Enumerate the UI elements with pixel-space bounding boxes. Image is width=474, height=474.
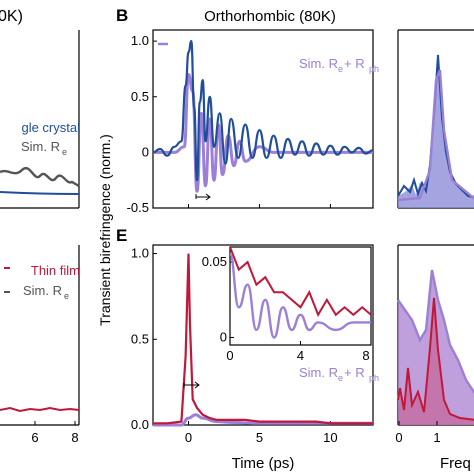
e-arrow-annotation <box>183 381 200 389</box>
x-axis-label: Time (ps) <box>232 455 295 472</box>
left-bottom-panel: 6 8 Thin film Sim. R e <box>0 245 80 445</box>
b-sim-curve <box>153 72 373 193</box>
e-sim-curve <box>152 413 373 427</box>
left-top-panel: gle crystal Sim. R e <box>0 30 80 209</box>
legend-sim-re-label-2: Sim. R <box>23 283 62 298</box>
e-ytick-label: 1.0 <box>131 246 149 261</box>
legend-sim-re-sub-2: e <box>64 291 69 301</box>
legend-crystal-label: gle crystal <box>21 120 80 135</box>
b-legend-plus: + R <box>344 56 365 71</box>
b-ytick-label: -0.5 <box>127 200 149 215</box>
b-crystal-curve <box>152 39 374 182</box>
panel-e: 1.0 0.5 0.0 0 5 10 Sim. R e + R ph 0.05 0 0 4 8 <box>131 244 379 445</box>
inset-xtick-label: 0 <box>226 348 233 363</box>
left-top-sim-curve <box>0 167 80 188</box>
b-legend-label: Sim. R <box>299 56 338 71</box>
e-film-curve <box>153 253 373 425</box>
right-tick-0: 0 <box>395 430 402 445</box>
legend-film-label: Thin film <box>31 263 80 278</box>
b-ytick-label: 0 <box>142 144 149 159</box>
e-xtick-label: 0 <box>185 430 192 445</box>
panel-letter-e: E <box>116 226 127 245</box>
inset-xtick-label: 4 <box>297 348 304 363</box>
b-legend-sub1: e <box>338 64 343 74</box>
e-legend-sub2: ph <box>369 373 379 383</box>
right-top-fill-blue <box>398 60 474 208</box>
right-bottom-panel: 0 1 <box>395 244 474 445</box>
top-title: Orthorhombic (80K) <box>204 8 336 25</box>
right-bottom-film-line <box>397 297 474 421</box>
left-tick-8: 8 <box>71 430 78 445</box>
e-legend-sub1: e <box>338 373 343 383</box>
right-top-panel <box>397 29 474 209</box>
right-x-label-fragment: Freq <box>440 455 471 472</box>
inset-xtick-label: 8 <box>362 348 369 363</box>
legend-sim-re-sub: e <box>62 147 67 157</box>
b-legend-sub2: ph <box>369 64 379 74</box>
e-ytick-label: 0.5 <box>131 331 149 346</box>
left-tick-6: 6 <box>31 430 38 445</box>
b-ytick-label: 1.0 <box>131 33 149 48</box>
inset-sim-curve <box>230 253 371 339</box>
b-ytick-label: 0.5 <box>131 89 149 104</box>
b-arrow-annotation <box>195 193 211 201</box>
legend-sim-re-label: Sim. R <box>21 139 60 154</box>
e-ytick-label: 0.0 <box>131 417 149 432</box>
inset-film-curve <box>230 247 371 318</box>
right-bottom-red-fill <box>398 300 474 425</box>
y-axis-label: Transient birefringence (norm.) <box>97 134 113 326</box>
left-bottom-film-curve <box>0 406 80 413</box>
left-top-crystal-curve <box>0 191 80 195</box>
inset-ytick-label: 0.05 <box>202 254 227 269</box>
left-title-fragment: 0K) <box>0 8 23 25</box>
inset-ytick-label: 0 <box>220 329 227 344</box>
e-legend-label: Sim. R <box>299 365 338 380</box>
e-inset: 0.05 0 0 4 8 <box>202 246 372 363</box>
right-bottom-sim-line <box>397 269 474 395</box>
panel-letter-b: B <box>116 6 128 25</box>
right-tick-1: 1 <box>433 430 440 445</box>
e-legend-plus: + R <box>344 365 365 380</box>
right-top-sim-line <box>397 69 474 202</box>
e-xtick-label: 5 <box>256 430 263 445</box>
panel-b: 1.0 0.5 0 -0.5 Sim. R e + R ph <box>127 29 379 215</box>
e-xtick-label: 10 <box>323 430 337 445</box>
